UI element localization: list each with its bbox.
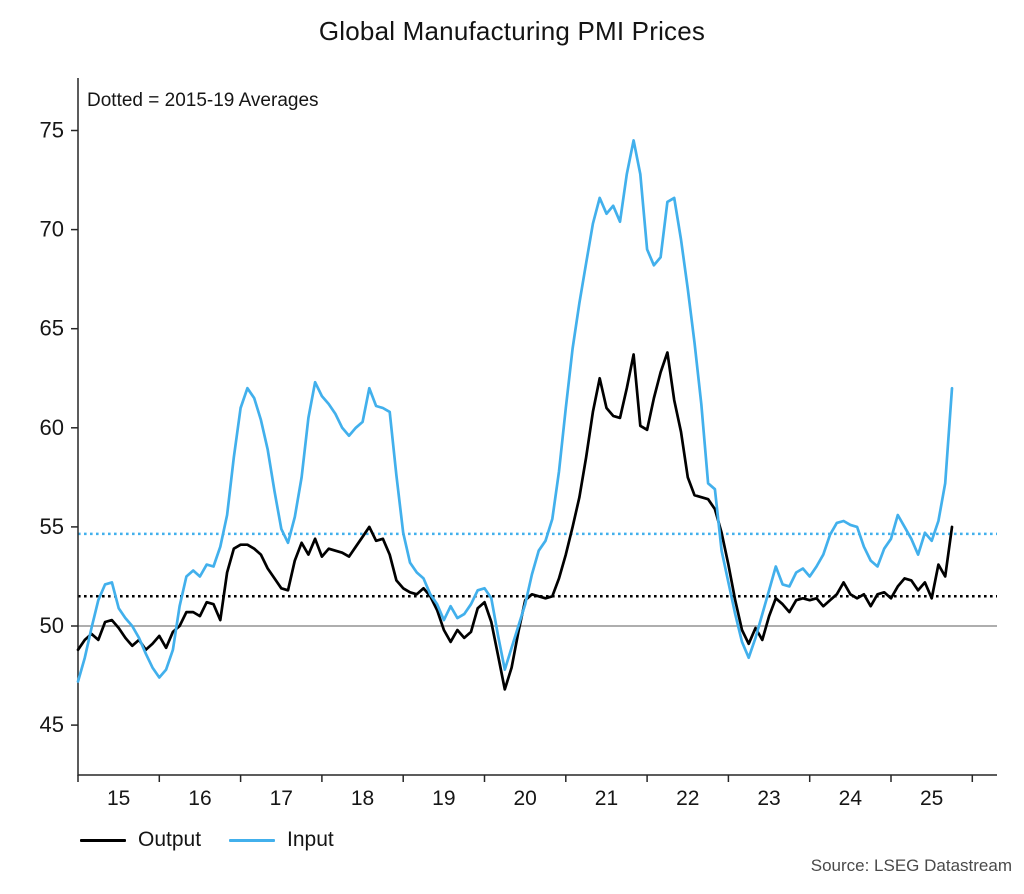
legend: Output Input — [80, 828, 334, 852]
x-tick-label: 17 — [270, 787, 293, 810]
input-line-swatch — [229, 838, 276, 842]
output-line-swatch — [80, 838, 126, 842]
y-tick-label: 75 — [40, 118, 64, 143]
chart-title: Global Manufacturing PMI Prices — [318, 16, 706, 46]
y-tick-label: 45 — [40, 712, 64, 737]
output-series-line — [76, 351, 954, 691]
x-tick-label: 23 — [757, 787, 780, 810]
y-tick-label: 55 — [40, 514, 64, 539]
x-tick-label: 18 — [351, 787, 374, 810]
source-credit: Source: LSEG Datastream — [810, 856, 1012, 875]
y-tick-label: 65 — [40, 316, 64, 341]
input-series-line — [76, 139, 954, 683]
axes — [77, 78, 997, 776]
legend-item-input: Input — [229, 828, 334, 852]
x-tick-label: 16 — [188, 787, 211, 810]
x-tick-label: 15 — [107, 787, 130, 810]
x-tick-label: 21 — [595, 787, 618, 810]
legend-label-output: Output — [138, 828, 202, 851]
y-tick-label: 60 — [40, 415, 64, 440]
y-tick-label: 50 — [40, 613, 64, 638]
x-tick-label: 19 — [432, 787, 455, 810]
legend-label-input: Input — [287, 828, 334, 851]
x-tick-label: 22 — [676, 787, 699, 810]
y-tick-label: 70 — [40, 217, 64, 242]
legend-item-output: Output — [80, 828, 201, 852]
dotted-averages-note: Dotted = 2015-19 Averages — [87, 90, 319, 111]
x-tick-label: 24 — [839, 787, 863, 810]
x-tick-label: 25 — [920, 787, 943, 810]
x-tick-label: 20 — [513, 787, 536, 810]
